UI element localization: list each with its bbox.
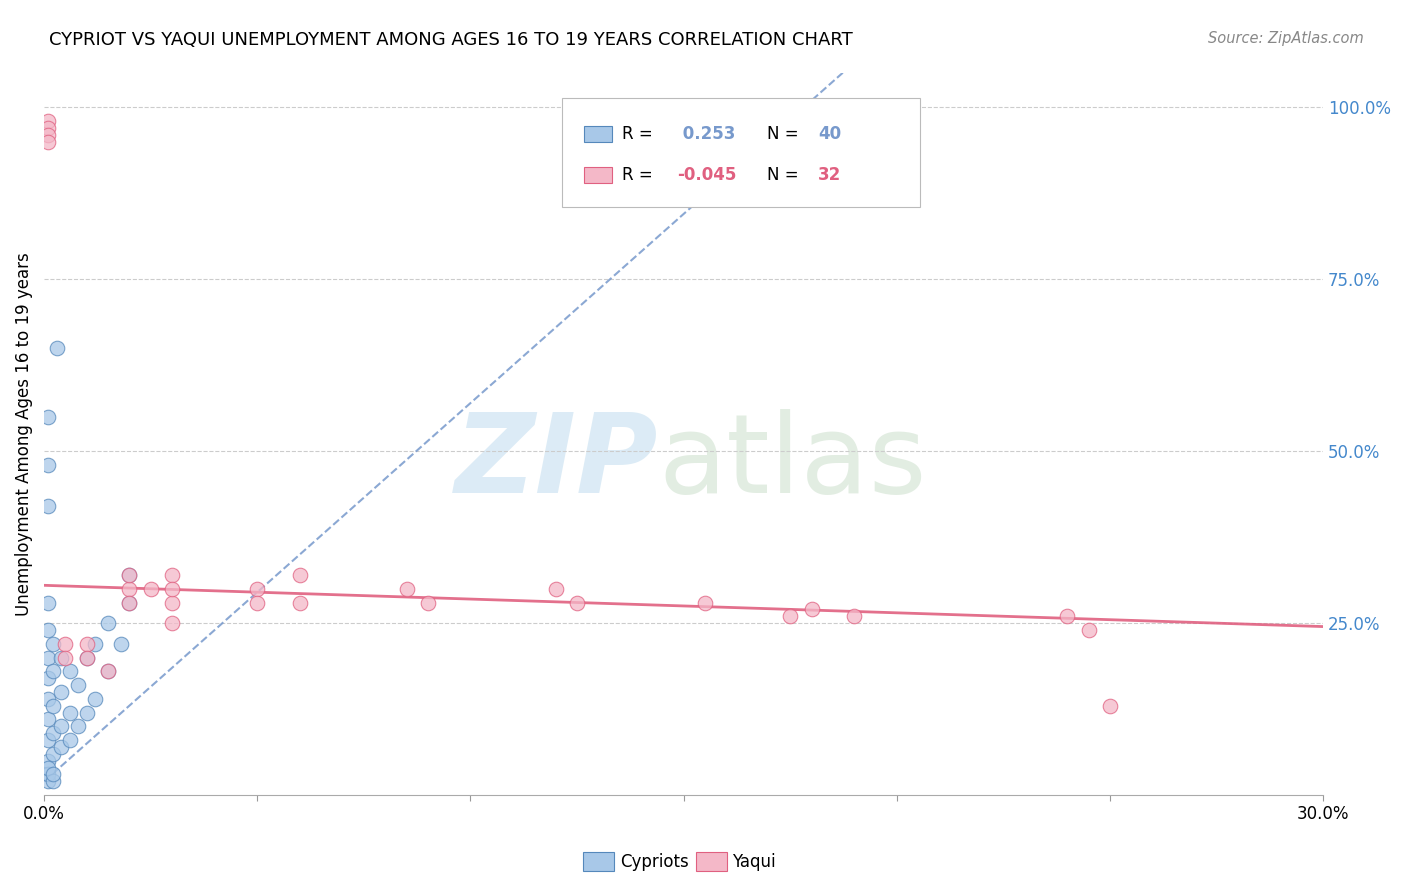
Text: atlas: atlas: [658, 409, 927, 516]
Point: [37, 409, 59, 424]
Point: [55, 637, 77, 651]
Point: [37, 458, 59, 472]
Point: [37, 760, 59, 774]
Point: [246, 582, 269, 596]
Point: [67, 719, 90, 733]
Point: [51, 650, 73, 665]
Point: [844, 609, 866, 624]
Point: [37, 135, 59, 149]
Point: [565, 595, 588, 609]
Point: [45, 341, 67, 355]
Text: N =: N =: [766, 166, 804, 184]
Point: [59, 733, 82, 747]
Text: Source: ZipAtlas.com: Source: ZipAtlas.com: [1208, 31, 1364, 46]
FancyBboxPatch shape: [562, 98, 921, 207]
Y-axis label: Unemployment Among Ages 16 to 19 years: Unemployment Among Ages 16 to 19 years: [15, 252, 32, 615]
Point: [41, 698, 63, 713]
Point: [37, 691, 59, 706]
Point: [37, 114, 59, 128]
Point: [1077, 623, 1099, 637]
Point: [51, 739, 73, 754]
Point: [37, 713, 59, 727]
Text: N =: N =: [766, 125, 804, 144]
Point: [800, 602, 823, 616]
Point: [97, 616, 120, 631]
Point: [37, 500, 59, 514]
Text: CYPRIOT VS YAQUI UNEMPLOYMENT AMONG AGES 16 TO 19 YEARS CORRELATION CHART: CYPRIOT VS YAQUI UNEMPLOYMENT AMONG AGES…: [49, 31, 853, 49]
Text: ZIP: ZIP: [454, 409, 658, 516]
Point: [37, 671, 59, 685]
Point: [544, 582, 567, 596]
Point: [37, 128, 59, 142]
Point: [118, 568, 141, 582]
Point: [41, 637, 63, 651]
Point: [693, 595, 716, 609]
Text: 40: 40: [818, 125, 841, 144]
Point: [110, 637, 132, 651]
Point: [416, 595, 439, 609]
Point: [37, 623, 59, 637]
Point: [160, 568, 183, 582]
Point: [76, 637, 98, 651]
Point: [395, 582, 418, 596]
Point: [37, 767, 59, 781]
Point: [84, 691, 107, 706]
Point: [1056, 609, 1078, 624]
Point: [37, 754, 59, 768]
Point: [51, 719, 73, 733]
Text: 32: 32: [818, 166, 841, 184]
FancyBboxPatch shape: [583, 167, 612, 183]
Point: [37, 120, 59, 135]
Point: [37, 595, 59, 609]
Point: [160, 582, 183, 596]
Point: [76, 650, 98, 665]
Point: [41, 774, 63, 789]
Point: [779, 609, 801, 624]
Point: [118, 582, 141, 596]
Point: [118, 595, 141, 609]
Point: [55, 650, 77, 665]
Point: [41, 665, 63, 679]
Text: Yaqui: Yaqui: [733, 853, 776, 871]
Point: [41, 726, 63, 740]
Point: [97, 665, 120, 679]
Point: [118, 568, 141, 582]
Point: [118, 595, 141, 609]
Point: [97, 665, 120, 679]
Point: [288, 595, 311, 609]
Point: [246, 595, 269, 609]
Point: [41, 767, 63, 781]
Point: [76, 650, 98, 665]
Point: [84, 637, 107, 651]
Point: [51, 685, 73, 699]
Point: [67, 678, 90, 692]
Point: [37, 774, 59, 789]
Point: [37, 733, 59, 747]
Point: [288, 568, 311, 582]
Text: -0.045: -0.045: [678, 166, 737, 184]
Point: [59, 665, 82, 679]
Text: R =: R =: [623, 125, 658, 144]
Point: [37, 650, 59, 665]
Point: [160, 595, 183, 609]
Point: [59, 706, 82, 720]
Point: [160, 616, 183, 631]
Text: R =: R =: [623, 166, 658, 184]
FancyBboxPatch shape: [583, 127, 612, 142]
Point: [76, 706, 98, 720]
Point: [1098, 698, 1121, 713]
Text: Cypriots: Cypriots: [620, 853, 689, 871]
Text: 0.253: 0.253: [678, 125, 735, 144]
Point: [139, 582, 162, 596]
Point: [41, 747, 63, 761]
